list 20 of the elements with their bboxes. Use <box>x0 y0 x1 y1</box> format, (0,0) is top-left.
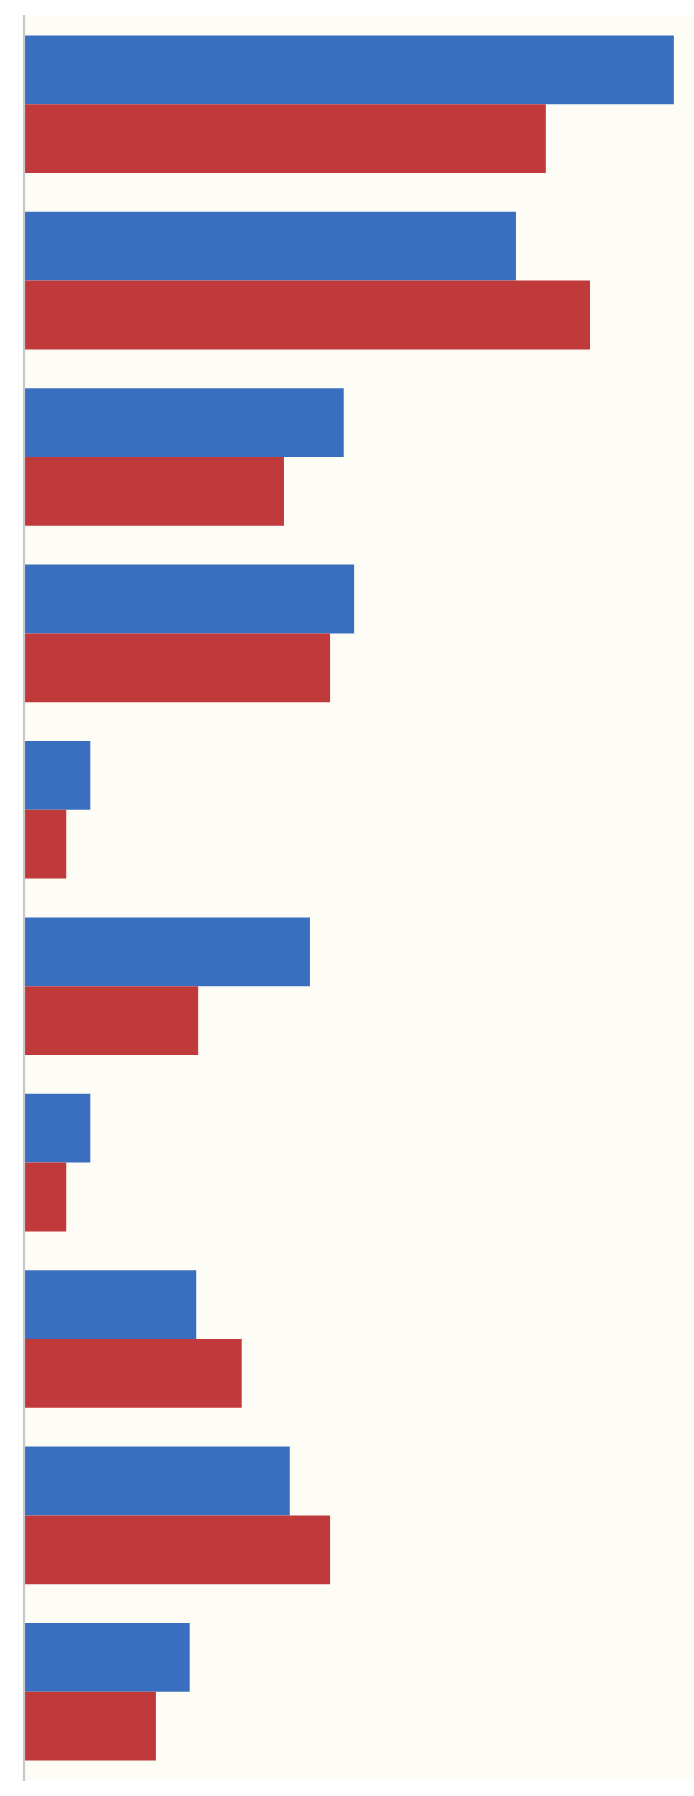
bar <box>24 1093 91 1163</box>
bar <box>24 564 355 634</box>
bar <box>24 633 331 703</box>
bar <box>24 917 310 987</box>
bar <box>24 1446 290 1516</box>
bar <box>24 809 67 879</box>
bar <box>24 35 674 105</box>
bar <box>24 1162 67 1232</box>
bar <box>24 1270 197 1339</box>
bar <box>24 104 546 173</box>
bar <box>24 741 91 810</box>
bar <box>24 1623 190 1692</box>
bar <box>24 388 344 457</box>
bar <box>24 1339 242 1408</box>
bar <box>24 1515 331 1585</box>
bar <box>24 211 516 281</box>
bar <box>24 457 284 526</box>
bar <box>24 986 199 1055</box>
bar <box>24 1691 156 1761</box>
bar <box>24 280 591 350</box>
